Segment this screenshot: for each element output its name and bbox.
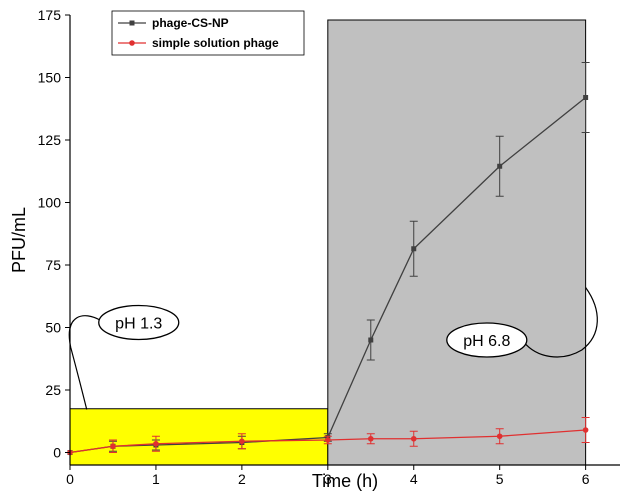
callout-bubble-ph-6-8 — [446, 322, 528, 358]
x-tick-label: 0 — [66, 471, 74, 487]
y-tick-label: 150 — [38, 70, 62, 86]
legend-label-2: simple solution phage — [152, 36, 279, 50]
data-point — [582, 427, 589, 433]
axes: 0 25 50 75 100 125 150 175 0 1 2 3 4 5 6 — [38, 7, 620, 487]
y-tick-label: 125 — [38, 132, 62, 148]
data-point — [110, 443, 116, 450]
data-point — [410, 435, 417, 442]
y-tick-label: 50 — [45, 320, 61, 336]
x-tick-label: 1 — [152, 471, 160, 487]
y-tick-label: 100 — [38, 195, 62, 211]
x-tick-label: 2 — [238, 471, 246, 487]
shaded-region-2 — [327, 19, 587, 466]
x-tick-label: 6 — [582, 471, 590, 487]
legend-label-1: phage-CS-NP — [152, 16, 229, 30]
legend-box — [111, 10, 305, 56]
series-2 — [67, 417, 590, 456]
data-point — [583, 95, 589, 100]
data-point — [368, 337, 374, 343]
y-tick-label: 75 — [45, 257, 61, 273]
y-tick-label: 25 — [45, 382, 61, 398]
y-tick-label: 0 — [53, 445, 61, 461]
shaded-region-1 — [69, 408, 329, 466]
data-point — [367, 435, 374, 442]
callout-bubble-ph-1-3 — [98, 304, 180, 341]
shaded-regions — [69, 19, 587, 466]
callouts: pH 1.3 pH 6.8 — [68, 287, 598, 410]
x-tick-label: 4 — [410, 471, 418, 487]
callout-label-ph-1-3: pH 1.3 — [115, 316, 162, 333]
data-point — [411, 246, 417, 252]
x-tick-label: 3 — [324, 471, 332, 487]
callout-label-ph-6-8: pH 6.8 — [463, 333, 510, 350]
legend-marker-2 — [129, 40, 135, 46]
data-point — [496, 433, 503, 440]
y-tick-label: 175 — [38, 7, 62, 23]
callout-leader-ph-6-8 — [523, 287, 598, 358]
data-point — [325, 437, 331, 443]
x-axis-title: Time (h) — [312, 471, 378, 491]
data-point — [153, 440, 159, 447]
legend-marker-1 — [129, 20, 135, 26]
y-axis-title: PFU/mL — [9, 207, 29, 273]
legend: phage-CS-NP simple solution phage — [111, 10, 305, 56]
data-point — [497, 163, 503, 169]
data-point — [239, 438, 245, 445]
x-tick-label: 5 — [496, 471, 504, 487]
callout-leader-ph-1-3 — [68, 315, 102, 410]
